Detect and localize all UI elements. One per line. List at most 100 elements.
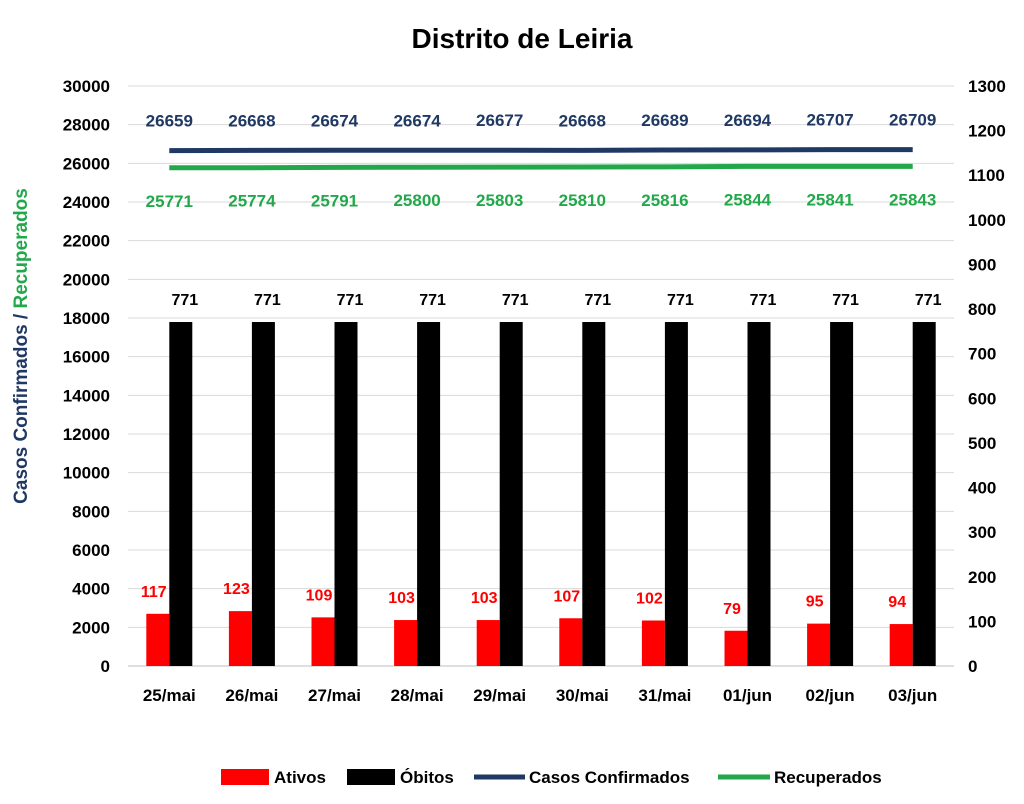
data-label-ativos: 102 [636, 590, 663, 607]
legend-label-recuperados: Recuperados [774, 768, 882, 787]
data-label-casos-confirmados: 26694 [724, 111, 772, 130]
bar-ativos [559, 618, 583, 666]
data-label-casos-confirmados: 26677 [476, 111, 523, 130]
bar-obitos [334, 322, 358, 666]
bar-ativos [807, 623, 831, 666]
legend-label-ativos: Ativos [274, 768, 326, 787]
data-label-obitos: 771 [254, 292, 281, 309]
legend-swatch-ativos [221, 769, 269, 785]
data-label-recuperados: 25841 [806, 190, 853, 209]
data-label-obitos: 771 [750, 292, 777, 309]
data-label-ativos: 103 [471, 590, 498, 607]
bar-obitos [664, 322, 688, 666]
data-label-obitos: 771 [337, 292, 364, 309]
data-label-casos-confirmados: 26659 [146, 112, 193, 131]
left-axis-label: Casos Confirmados / Recuperados [11, 188, 32, 504]
data-label-ativos: 94 [888, 594, 906, 611]
bar-ativos [394, 620, 418, 666]
left-tick-label: 28000 [63, 116, 110, 135]
legend-label-casos-confirmados: Casos Confirmados [529, 768, 690, 787]
left-axis-label-separator: / [11, 309, 32, 320]
legend-label-obitos: Óbitos [400, 768, 454, 787]
data-label-casos-confirmados: 26668 [228, 111, 275, 130]
right-tick-label: 0 [968, 657, 977, 676]
category-label: 25/mai [143, 686, 196, 705]
data-label-recuperados: 25791 [311, 191, 358, 210]
right-tick-label: 500 [968, 434, 996, 453]
data-label-casos-confirmados: 26668 [559, 111, 606, 130]
data-label-casos-confirmados: 26689 [641, 111, 688, 130]
left-tick-label: 14000 [63, 386, 110, 405]
data-label-recuperados: 25800 [393, 191, 440, 210]
right-tick-label: 100 [968, 612, 996, 631]
right-tick-label: 1000 [968, 211, 1006, 230]
data-label-ativos: 117 [141, 584, 167, 601]
data-label-obitos: 771 [171, 292, 198, 309]
left-tick-label: 0 [101, 657, 110, 676]
right-tick-label: 1100 [968, 166, 1005, 185]
bar-obitos [912, 322, 936, 666]
data-label-obitos: 771 [419, 292, 446, 309]
bars [146, 322, 936, 666]
right-tick-label: 300 [968, 523, 996, 542]
bar-obitos [747, 322, 771, 666]
line-casos-confirmados [169, 147, 913, 154]
left-tick-label: 30000 [63, 77, 110, 96]
category-label: 29/mai [473, 686, 526, 705]
data-label-recuperados: 25774 [228, 192, 276, 211]
left-tick-label: 2000 [72, 618, 110, 637]
data-label-recuperados: 25803 [476, 191, 523, 210]
bar-obitos [499, 322, 523, 666]
data-label-casos-confirmados: 26674 [393, 111, 441, 130]
data-label-obitos: 771 [502, 292, 529, 309]
bar-ativos [889, 624, 913, 666]
left-tick-label: 8000 [72, 502, 110, 521]
category-label: 01/jun [723, 686, 772, 705]
data-label-casos-confirmados: 26707 [806, 111, 853, 130]
right-tick-label: 700 [968, 345, 996, 364]
left-tick-label: 24000 [63, 193, 110, 212]
right-tick-label: 1300 [968, 77, 1006, 96]
data-label-ativos: 109 [306, 587, 333, 604]
data-label-ativos: 123 [223, 581, 250, 598]
data-label-casos-confirmados: 26674 [311, 111, 359, 130]
data-label-ativos: 103 [388, 590, 415, 607]
lines [169, 147, 913, 171]
right-tick-label: 400 [968, 479, 996, 498]
category-label: 27/mai [308, 686, 361, 705]
data-label-recuperados: 25816 [641, 191, 688, 210]
right-tick-label: 800 [968, 300, 996, 319]
left-axis-ticks: 0 2000 4000 6000 8000 10000 12000 14000 16000 180… [63, 77, 110, 676]
left-tick-label: 16000 [63, 348, 110, 367]
bar-ativos [228, 611, 252, 666]
data-label-ativos: 107 [553, 588, 580, 605]
right-axis-ticks: 0 100 200 300 400 500 600 700 800 900 1000 1100 1200… [968, 77, 1006, 676]
left-tick-label: 22000 [63, 232, 110, 251]
left-tick-label: 10000 [63, 464, 110, 483]
bar-obitos [251, 322, 275, 666]
category-label: 26/mai [225, 686, 278, 705]
data-label-recuperados: 25843 [889, 190, 936, 209]
data-label-obitos: 771 [915, 292, 942, 309]
data-label-ativos: 95 [806, 594, 824, 611]
left-tick-label: 18000 [63, 309, 110, 328]
bar-obitos [169, 322, 193, 666]
bar-obitos [582, 322, 606, 666]
bar-ativos [476, 620, 500, 666]
right-tick-label: 200 [968, 568, 996, 587]
bar-ativos [641, 620, 665, 666]
category-label: 02/jun [806, 686, 855, 705]
left-axis-label-confirmados: Casos Confirmados [11, 324, 32, 503]
category-label: 30/mai [556, 686, 609, 705]
category-label: 03/jun [888, 686, 937, 705]
category-label: 28/mai [391, 686, 444, 705]
left-tick-label: 20000 [63, 270, 110, 289]
bar-obitos [417, 322, 441, 666]
left-axis-label-recuperados: Recuperados [11, 188, 32, 308]
data-label-recuperados: 25810 [559, 191, 606, 210]
data-label-obitos: 771 [584, 292, 611, 309]
chart-title: Distrito de Leiria [412, 23, 633, 54]
left-tick-label: 6000 [72, 541, 110, 560]
data-label-ativos: 79 [723, 601, 741, 618]
legend-swatch-obitos [347, 769, 395, 785]
